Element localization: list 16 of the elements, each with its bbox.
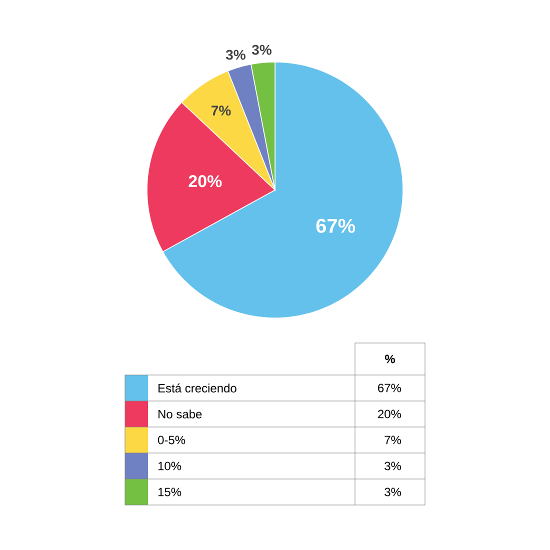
- legend-title: %: [384, 354, 396, 364]
- legend-label: 0-5%: [158, 436, 186, 444]
- text: 3%: [384, 488, 402, 496]
- text: 20%: [378, 410, 402, 418]
- legend-label: No sabe: [158, 410, 202, 418]
- data-label: 20%: [188, 175, 222, 188]
- data-label: 3%: [252, 44, 272, 55]
- data-label: 3%: [226, 50, 246, 60]
- text: 3%: [384, 462, 402, 470]
- legend-label: Está creciendo: [158, 384, 236, 392]
- legend-label: 10%: [158, 462, 182, 470]
- text: 7%: [384, 436, 402, 444]
- legend-label: 15%: [158, 488, 182, 496]
- data-label: 7%: [212, 106, 231, 116]
- data-label: 67%: [316, 218, 356, 233]
- text: 67%: [378, 384, 402, 392]
